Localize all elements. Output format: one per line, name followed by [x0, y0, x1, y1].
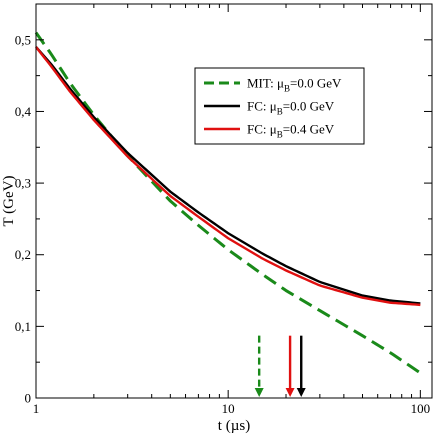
y-tick-label-0: 0 [25, 391, 32, 406]
plot-area [34, 31, 422, 397]
series-line-1 [35, 46, 421, 305]
x-tick-label-2: 100 [411, 401, 431, 416]
plot-frame [35, 3, 433, 399]
y-tick-label-5: 0,5 [15, 32, 31, 47]
series-line-2 [35, 46, 421, 307]
y-tick-label-4: 0,4 [15, 104, 32, 119]
legend-label-2: FC: μB=0.4 GeV [247, 122, 335, 140]
y-tick-label-3: 0,3 [15, 176, 31, 191]
legend: MIT: μB=0.0 GeV FC: μB=0.0 GeV FC: μB=0.4 … [194, 67, 365, 145]
x-tick-label-0: 1 [33, 401, 40, 416]
arrow-head-0 [254, 388, 264, 397]
arrow-head-1 [285, 388, 295, 397]
y-tick-label-1: 0,1 [15, 319, 31, 334]
legend-label-0: MIT: μB=0.0 GeV [247, 76, 342, 94]
y-axis-label: T (GeV) [1, 176, 17, 227]
arrow-head-2 [296, 388, 306, 397]
legend-label-1: FC: μB=0.0 GeV [247, 99, 335, 117]
x-tick-label-1: 10 [222, 401, 235, 416]
axes: 0 0,1 0,2 0,3 0,4 0,5 1 10 100 t (µs) T (GeV) [1, 3, 433, 434]
y-tick-label-2: 0,2 [15, 247, 31, 262]
x-axis-label: t (µs) [218, 418, 250, 434]
